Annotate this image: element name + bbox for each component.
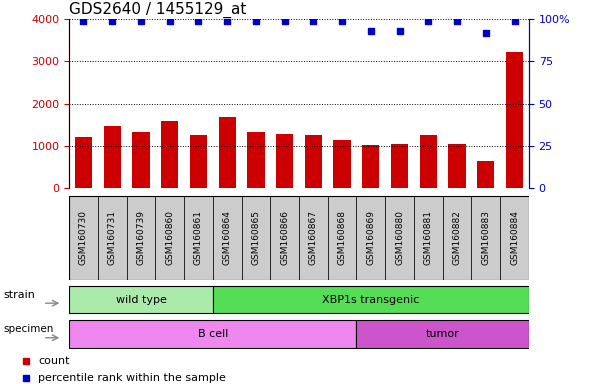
- Text: GSM160883: GSM160883: [481, 210, 490, 265]
- Text: GSM160739: GSM160739: [136, 210, 145, 265]
- Bar: [334, 140, 351, 188]
- Bar: [132, 132, 150, 188]
- Bar: [385, 195, 414, 280]
- Text: GDS2640 / 1455129_at: GDS2640 / 1455129_at: [69, 2, 246, 18]
- Bar: [419, 134, 437, 188]
- Bar: [328, 195, 356, 280]
- Bar: [356, 195, 385, 280]
- Bar: [98, 195, 127, 280]
- Text: GSM160882: GSM160882: [453, 210, 462, 265]
- Bar: [69, 195, 98, 280]
- Text: GSM160869: GSM160869: [367, 210, 376, 265]
- Bar: [362, 146, 379, 188]
- Text: specimen: specimen: [4, 324, 54, 334]
- Bar: [477, 161, 495, 188]
- Text: count: count: [38, 356, 70, 366]
- Text: GSM160866: GSM160866: [280, 210, 289, 265]
- Bar: [69, 286, 213, 313]
- Bar: [443, 195, 471, 280]
- Bar: [500, 195, 529, 280]
- Bar: [155, 195, 184, 280]
- Text: GSM160864: GSM160864: [222, 210, 231, 265]
- Bar: [69, 320, 356, 348]
- Bar: [190, 134, 207, 188]
- Text: GSM160865: GSM160865: [251, 210, 260, 265]
- Text: wild type: wild type: [115, 295, 166, 305]
- Bar: [75, 137, 92, 188]
- Text: GSM160861: GSM160861: [194, 210, 203, 265]
- Bar: [213, 286, 529, 313]
- Text: GSM160860: GSM160860: [165, 210, 174, 265]
- Text: B cell: B cell: [198, 329, 228, 339]
- Bar: [276, 134, 293, 188]
- Text: XBP1s transgenic: XBP1s transgenic: [322, 295, 419, 305]
- Text: GSM160730: GSM160730: [79, 210, 88, 265]
- Bar: [305, 135, 322, 188]
- Text: GSM160868: GSM160868: [338, 210, 347, 265]
- Bar: [213, 195, 242, 280]
- Text: strain: strain: [4, 290, 35, 300]
- Bar: [103, 126, 121, 188]
- Text: tumor: tumor: [426, 329, 460, 339]
- Bar: [471, 195, 500, 280]
- Bar: [242, 195, 270, 280]
- Text: GSM160880: GSM160880: [395, 210, 404, 265]
- Bar: [506, 52, 523, 188]
- Bar: [391, 144, 408, 188]
- Bar: [414, 195, 443, 280]
- Bar: [270, 195, 299, 280]
- Text: percentile rank within the sample: percentile rank within the sample: [38, 373, 226, 383]
- Bar: [161, 121, 178, 188]
- Bar: [247, 132, 264, 188]
- Bar: [184, 195, 213, 280]
- Bar: [219, 117, 236, 188]
- Bar: [448, 144, 466, 188]
- Bar: [299, 195, 328, 280]
- Text: GSM160867: GSM160867: [309, 210, 318, 265]
- Bar: [356, 320, 529, 348]
- Text: GSM160884: GSM160884: [510, 210, 519, 265]
- Text: GSM160731: GSM160731: [108, 210, 117, 265]
- Text: GSM160881: GSM160881: [424, 210, 433, 265]
- Bar: [127, 195, 155, 280]
